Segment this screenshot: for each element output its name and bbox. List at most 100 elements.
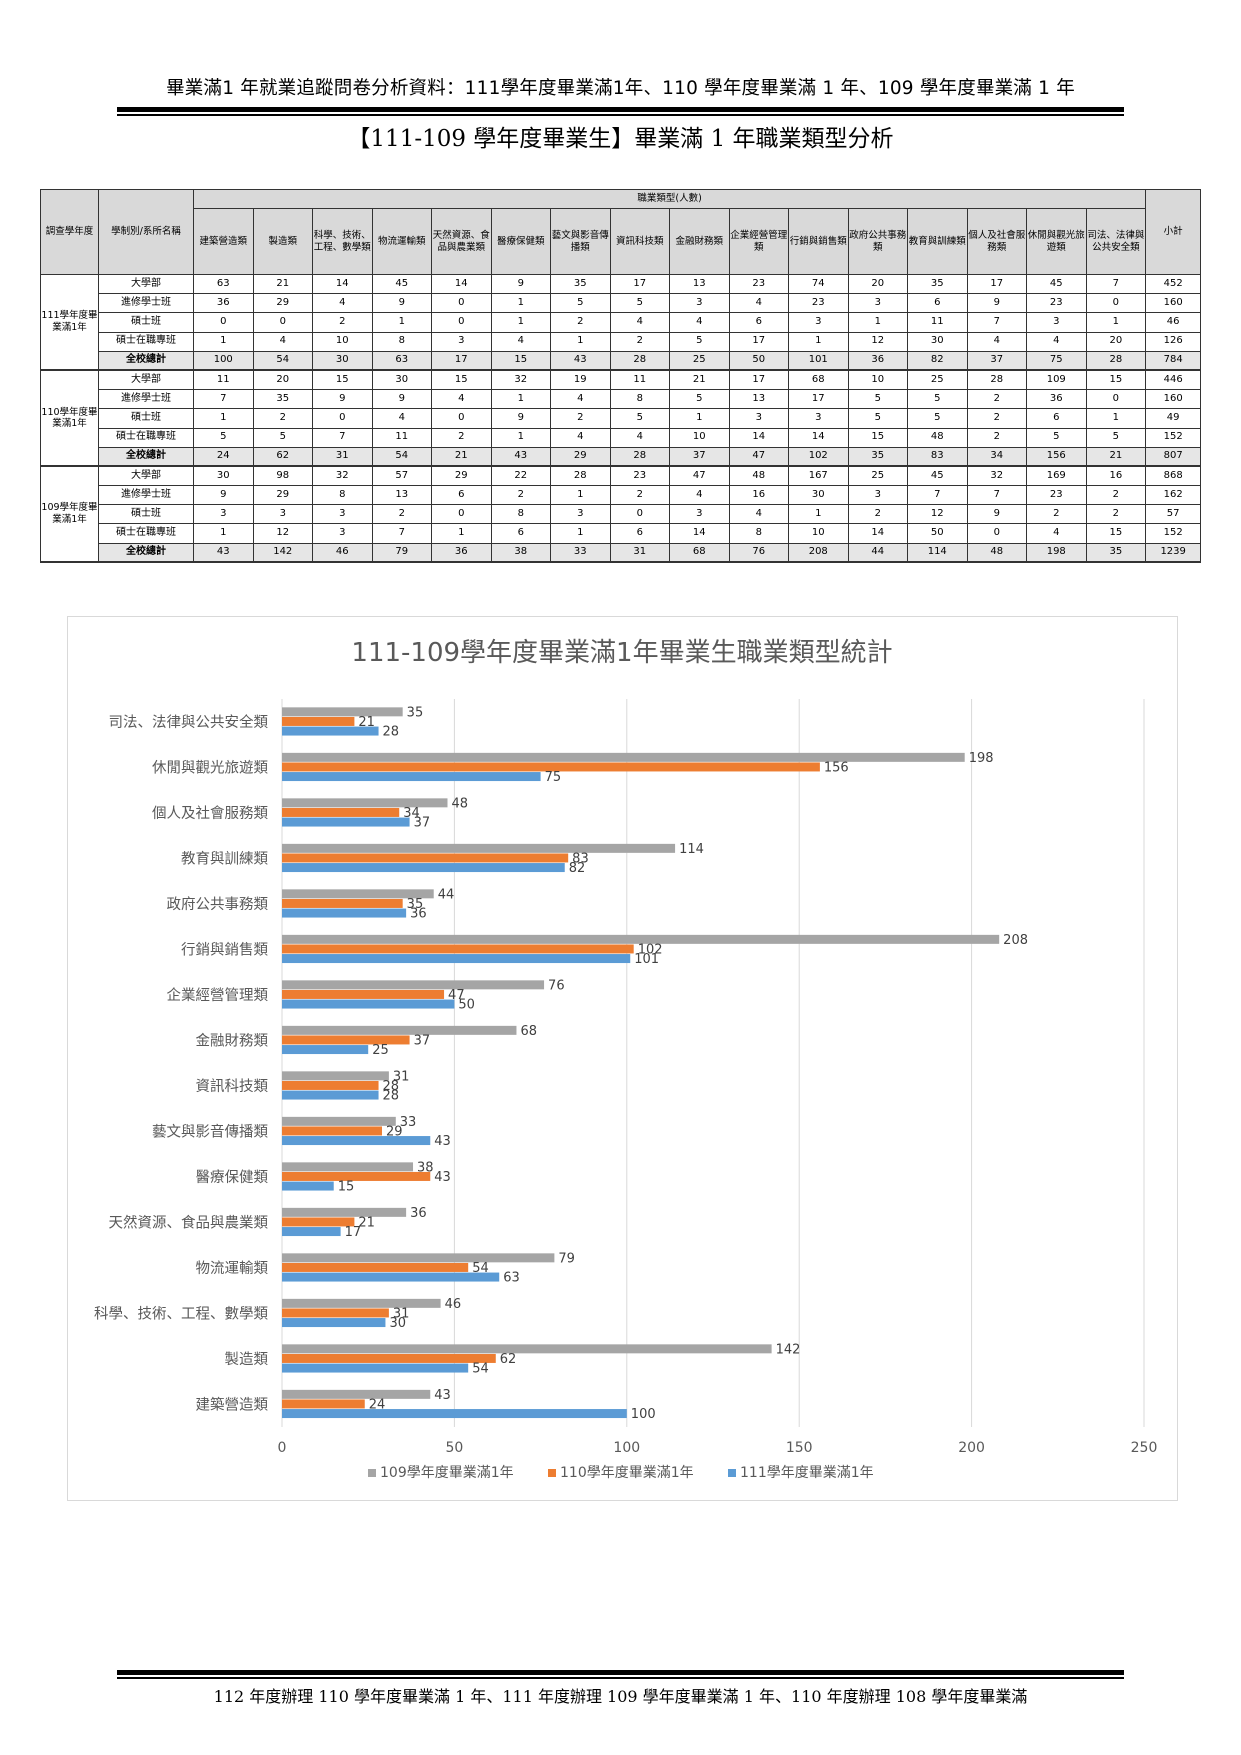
table-cell: 34 xyxy=(966,446,1027,468)
data-label: 21 xyxy=(358,1216,375,1231)
table-cell: 7 xyxy=(371,523,432,544)
category-label: 建築營造類 xyxy=(196,1395,269,1413)
table-cell: 20 xyxy=(252,369,313,391)
table-cell: 5 xyxy=(669,331,730,352)
table-subtotal-cell: 126 xyxy=(1145,331,1202,352)
bar-chart: 111-109學年度畢業滿1年畢業生職業類型統計 0 50 100 150 200 250 司… xyxy=(94,638,1158,1481)
col-header-category: 科學、技術、工程、數學類 xyxy=(312,208,373,275)
table-cell: 14 xyxy=(669,523,730,544)
table-cell: 29 xyxy=(252,293,313,314)
bar xyxy=(282,1171,431,1181)
data-label: 63 xyxy=(503,1271,520,1286)
table-cell: 48 xyxy=(966,542,1027,564)
data-label: 28 xyxy=(383,1079,400,1094)
legend-label: 109學年度畢業滿1年 xyxy=(380,1465,514,1481)
table-cell: 28 xyxy=(1085,350,1147,372)
bar xyxy=(282,898,403,908)
category-label: 藝文與影音傳播類 xyxy=(152,1123,268,1140)
table-cell: 142 xyxy=(252,542,313,564)
page-footer: 112 年度辦理 110 學年度畢業滿 1 年、111 年度辦理 109 學年度… xyxy=(213,1687,1028,1706)
bar xyxy=(282,853,569,863)
bar xyxy=(282,1409,627,1419)
table-cell: 12 xyxy=(847,331,908,352)
bar xyxy=(282,1090,379,1100)
table-cell: 14 xyxy=(847,523,908,544)
x-tick-label: 250 xyxy=(1131,1440,1158,1456)
table-cell: 76 xyxy=(728,542,789,564)
table-cell: 10 xyxy=(669,427,730,448)
bar xyxy=(282,1298,441,1308)
data-label: 156 xyxy=(824,761,849,776)
legend-label: 111學年度畢業滿1年 xyxy=(740,1465,874,1481)
category-label: 科學、技術、工程、數學類 xyxy=(94,1304,268,1322)
table-cell: 30 xyxy=(371,369,432,391)
table-cell: 1 xyxy=(490,293,551,314)
chart-container: 111-109學年度畢業滿1年畢業生職業類型統計 0 50 100 150 200 250 司… xyxy=(67,616,1178,1501)
table-cell: 30 xyxy=(907,331,968,352)
table-cell: 45 xyxy=(1026,273,1087,295)
table-cell: 19 xyxy=(550,369,611,391)
data-label: 37 xyxy=(414,816,431,831)
data-label: 198 xyxy=(969,751,994,766)
table-cell: 17 xyxy=(431,350,492,372)
table-cell: 1 xyxy=(490,389,551,410)
table-cell: 13 xyxy=(669,273,730,295)
table-cell: 8 xyxy=(490,504,551,525)
bar xyxy=(282,807,400,817)
table-cell: 24 xyxy=(193,446,254,468)
data-label: 35 xyxy=(407,897,424,912)
data-label: 62 xyxy=(500,1352,517,1367)
table-cell: 0 xyxy=(431,312,492,333)
table-cell: 0 xyxy=(431,504,492,525)
table-cell: 3 xyxy=(669,504,730,525)
bar xyxy=(282,863,565,873)
legend-swatch xyxy=(728,1469,736,1477)
table-cell: 20 xyxy=(1085,331,1147,352)
data-label: 208 xyxy=(1003,933,1028,948)
col-header-group: 職業類型(人數) xyxy=(192,189,1147,209)
col-header-category: 企業經營管理類 xyxy=(728,208,789,275)
table-cell: 36 xyxy=(1026,389,1087,410)
table-cell: 17 xyxy=(966,273,1027,295)
bar xyxy=(282,1389,431,1399)
table-cell: 68 xyxy=(669,542,730,564)
bar xyxy=(282,1253,555,1263)
table-cell: 30 xyxy=(312,350,373,372)
table-year-cell: 109學年度畢業滿1年 xyxy=(40,465,99,564)
bar xyxy=(282,1116,396,1126)
table-cell: 35 xyxy=(1085,542,1147,564)
table-cell: 7 xyxy=(966,312,1027,333)
table-cell: 15 xyxy=(431,369,492,391)
table-cell: 11 xyxy=(609,369,670,391)
col-header-category: 資訊科技類 xyxy=(609,208,670,275)
table-cell: 1 xyxy=(550,523,611,544)
table-cell: 29 xyxy=(252,485,313,506)
table-subtotal-cell: 452 xyxy=(1145,273,1202,295)
table-cell: 9 xyxy=(490,273,551,295)
table-cell: 3 xyxy=(669,293,730,314)
col-header-category: 製造類 xyxy=(252,208,313,275)
table-cell: 1 xyxy=(1085,312,1147,333)
table-cell: 1 xyxy=(431,523,492,544)
x-tick-label: 0 xyxy=(278,1440,287,1456)
category-label: 資訊科技類 xyxy=(196,1078,269,1095)
table-cell: 54 xyxy=(252,350,313,372)
table-program-cell: 大學部 xyxy=(98,465,194,487)
table-cell: 0 xyxy=(1085,293,1147,314)
table-row: 進修學士班 9 29 8 13 6 2 1 2 4 16 30 3 7 7 23 2 162 xyxy=(41,485,1202,506)
col-header-year: 調查學年度 xyxy=(40,189,99,275)
bar xyxy=(282,1207,407,1217)
bar xyxy=(282,772,541,782)
col-header-category: 建築營造類 xyxy=(193,208,254,275)
table-cell: 23 xyxy=(609,465,670,487)
table-year-cell: 111學年度畢業滿1年 xyxy=(40,274,99,372)
table-program-cell: 全校總計 xyxy=(98,350,194,372)
col-header-category: 醫療保健類 xyxy=(490,208,551,275)
table-cell: 4 xyxy=(550,389,611,410)
table-cell: 36 xyxy=(431,542,492,564)
table-cell: 7 xyxy=(907,485,968,506)
table-subtotal-cell: 1239 xyxy=(1145,542,1202,564)
category-label: 個人及社會服務類 xyxy=(152,805,268,822)
table-cell: 4 xyxy=(431,389,492,410)
table-cell: 37 xyxy=(966,350,1027,372)
